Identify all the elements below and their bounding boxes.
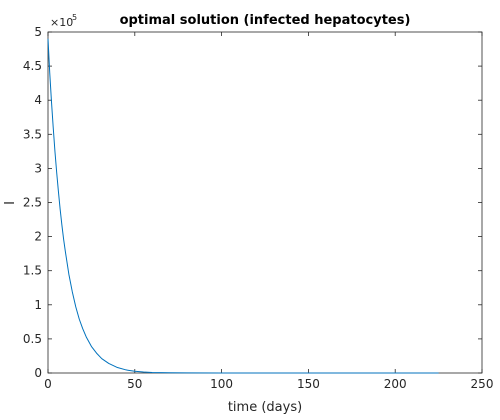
plot-area <box>47 31 483 374</box>
x-axis-label: time (days) <box>228 400 302 415</box>
x-tick-label: 0 <box>44 377 52 391</box>
x-tick-label: 150 <box>297 377 320 391</box>
y-tick-label: 1 <box>34 298 42 312</box>
x-tick-label: 100 <box>210 377 233 391</box>
y-axis-exponent: ×10 5 <box>50 13 77 29</box>
y-tick-label: 0 <box>34 366 42 380</box>
y-exponent-base: ×10 <box>50 16 73 29</box>
x-tick-label: 250 <box>471 377 494 391</box>
y-axis-label: I <box>3 201 18 205</box>
x-tick-label: 200 <box>384 377 407 391</box>
series-line-infected <box>47 38 439 374</box>
x-axis-ticks: 0 50 100 150 200 250 <box>44 32 493 391</box>
y-tick-label: 3 <box>34 161 42 175</box>
y-tick-label: 0.5 <box>23 332 42 346</box>
y-tick-label: 2 <box>34 230 42 244</box>
y-tick-label: 5 <box>34 25 42 39</box>
y-tick-label: 3.5 <box>23 127 42 141</box>
y-axis-ticks: 0 0.5 1 1.5 2 2.5 3 3.5 4 4.5 5 <box>23 25 482 380</box>
y-tick-label: 4 <box>34 93 42 107</box>
chart-title: optimal solution (infected hepatocytes) <box>120 13 411 28</box>
y-tick-label: 2.5 <box>23 196 42 210</box>
y-tick-label: 1.5 <box>23 264 42 278</box>
y-exponent-power: 5 <box>72 13 77 22</box>
x-tick-label: 50 <box>127 377 142 391</box>
y-tick-label: 4.5 <box>23 59 42 73</box>
